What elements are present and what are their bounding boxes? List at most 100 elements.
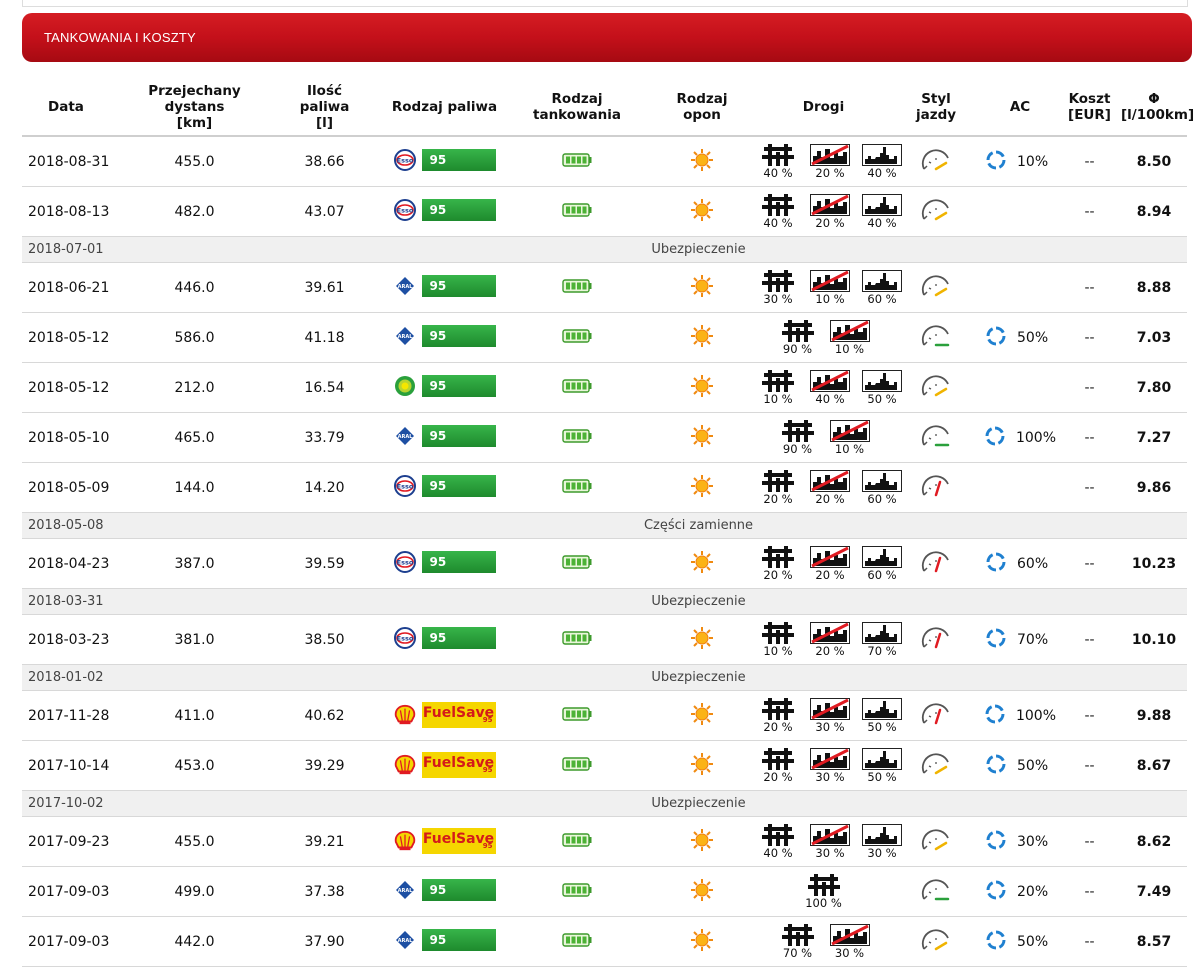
fuel-grade-badge: 95 bbox=[421, 148, 496, 171]
svg-text:ARAL: ARAL bbox=[397, 334, 413, 340]
highway-road-icon bbox=[762, 747, 794, 770]
cell-distance: 212.0 bbox=[122, 362, 267, 413]
cell-date: 2017-10-14 bbox=[22, 740, 122, 791]
table-row[interactable]: 2018-03-23 381.0 38.50 Esso 95 10 % 20 % 70 % 70… bbox=[22, 614, 1187, 665]
cell-tyre-type bbox=[647, 740, 757, 791]
road-city: 20 % bbox=[809, 621, 851, 658]
event-row[interactable]: 2017-10-02 Ubezpieczenie bbox=[22, 790, 1187, 817]
event-date: 2017-10-02 bbox=[22, 790, 122, 817]
road-percent: 30 % bbox=[815, 719, 845, 734]
cell-avg-consumption: 8.57 bbox=[1121, 916, 1187, 967]
ac-icon bbox=[985, 829, 1007, 855]
cell-tyre-type bbox=[647, 538, 757, 589]
cell-cost: -- bbox=[1058, 262, 1121, 313]
cell-driving-style bbox=[890, 312, 982, 363]
sun-icon bbox=[690, 928, 714, 956]
road-percent: 40 % bbox=[763, 845, 793, 860]
cell-ac bbox=[982, 262, 1058, 313]
road-percent: 50 % bbox=[867, 391, 897, 406]
city-road-icon bbox=[810, 697, 850, 720]
road-percent: 30 % bbox=[867, 845, 897, 860]
road-percent: 20 % bbox=[815, 491, 845, 506]
table-row[interactable]: 2017-09-03 499.0 37.38 ARAL 95 100 % 20% -- 7.49 bbox=[22, 866, 1187, 917]
cell-tyre-type bbox=[647, 916, 757, 967]
cell-distance: 144.0 bbox=[122, 462, 267, 513]
event-row[interactable]: 2018-07-01 Ubezpieczenie bbox=[22, 236, 1187, 263]
ac-value: 100% bbox=[1015, 707, 1057, 724]
cell-refuel-type bbox=[507, 614, 647, 665]
road-percent: 40 % bbox=[815, 391, 845, 406]
cell-roads: 20 % 20 % 60 % bbox=[757, 462, 902, 513]
cell-ac: 20% bbox=[982, 866, 1058, 917]
table-row[interactable]: 2018-05-12 212.0 16.54 95 10 % 40 % 50 % -- 7.80 bbox=[22, 362, 1187, 413]
gauge-red-icon bbox=[921, 474, 951, 501]
cell-date: 2017-11-28 bbox=[22, 690, 122, 741]
cell-avg-consumption: 7.27 bbox=[1121, 412, 1187, 463]
event-date: 2018-01-02 bbox=[22, 664, 122, 691]
ac-value: 20% bbox=[1017, 883, 1049, 900]
cell-driving-style bbox=[890, 362, 982, 413]
cell-fuel-amount: 41.18 bbox=[267, 312, 382, 363]
cell-fuel-type: FuelSave 95 bbox=[382, 740, 507, 791]
road-percent: 20 % bbox=[815, 567, 845, 582]
cell-tyre-type bbox=[647, 186, 757, 237]
table-row[interactable]: 2018-04-23 387.0 39.59 Esso 95 20 % 20 % 60 % 60… bbox=[22, 538, 1187, 589]
highway-road-icon bbox=[762, 269, 794, 292]
cell-avg-consumption: 8.62 bbox=[1121, 816, 1187, 867]
cell-refuel-type bbox=[507, 916, 647, 967]
table-row[interactable]: 2018-08-31 455.0 38.66 Esso 95 40 % 20 % 40 % 10… bbox=[22, 136, 1187, 187]
battery-full-icon bbox=[562, 932, 592, 951]
cell-date: 2017-09-23 bbox=[22, 816, 122, 867]
table-row[interactable]: 2017-11-28 411.0 40.62 FuelSave 95 20 % 30 % 50… bbox=[22, 690, 1187, 741]
gauge-green-icon bbox=[921, 324, 951, 351]
event-row[interactable]: 2018-05-08 Części zamienne bbox=[22, 512, 1187, 539]
table-row[interactable]: 2018-08-13 482.0 43.07 Esso 95 40 % 20 % 40 % --… bbox=[22, 186, 1187, 237]
aral-logo-icon: ARAL bbox=[394, 929, 416, 951]
city-road-icon bbox=[810, 369, 850, 392]
cell-ac: 10% bbox=[982, 136, 1058, 187]
gauge-yellow-icon bbox=[921, 274, 951, 301]
event-row[interactable]: 2018-03-31 Ubezpieczenie bbox=[22, 588, 1187, 615]
svg-text:Esso: Esso bbox=[396, 634, 413, 642]
esso-logo-icon: Esso bbox=[393, 148, 416, 171]
cell-tyre-type bbox=[647, 262, 757, 313]
cell-refuel-type bbox=[507, 362, 647, 413]
table-row[interactable]: 2018-05-09 144.0 14.20 Esso 95 20 % 20 % 60 % --… bbox=[22, 462, 1187, 513]
cell-cost: -- bbox=[1058, 690, 1121, 741]
ac-icon bbox=[984, 703, 1006, 729]
ac-icon bbox=[985, 325, 1007, 351]
shell-logo-icon bbox=[394, 830, 416, 852]
cell-tyre-type bbox=[647, 614, 757, 665]
section-title: TANKOWANIA I KOSZTY bbox=[44, 30, 196, 45]
event-row[interactable]: 2018-01-02 Ubezpieczenie bbox=[22, 664, 1187, 691]
table-row[interactable]: 2017-10-14 453.0 39.29 FuelSave 95 20 % 30 % 50… bbox=[22, 740, 1187, 791]
table-row[interactable]: 2018-05-12 586.0 41.18 ARAL 95 90 % 10 % 50% -- 7… bbox=[22, 312, 1187, 363]
cell-driving-style bbox=[890, 866, 982, 917]
road-percent: 40 % bbox=[867, 165, 897, 180]
table-row[interactable]: 2017-09-23 455.0 39.21 FuelSave 95 40 % 30 % 30… bbox=[22, 816, 1187, 867]
table-row[interactable]: 2018-06-21 446.0 39.61 ARAL 95 30 % 10 % 60 % --… bbox=[22, 262, 1187, 313]
fuel-grade-badge: 95 bbox=[421, 550, 496, 573]
gauge-yellow-icon bbox=[921, 148, 951, 175]
fuel-grade-badge: FuelSave 95 bbox=[421, 701, 496, 728]
cell-driving-style bbox=[890, 538, 982, 589]
cell-ac bbox=[982, 462, 1058, 513]
gauge-red-icon bbox=[921, 702, 951, 729]
bp-logo-icon bbox=[394, 375, 416, 397]
road-highway: 90 % bbox=[777, 419, 819, 456]
cell-fuel-type: Esso 95 bbox=[382, 538, 507, 589]
cell-date: 2018-08-31 bbox=[22, 136, 122, 187]
cell-refuel-type bbox=[507, 816, 647, 867]
cell-ac: 30% bbox=[982, 816, 1058, 867]
cell-distance: 453.0 bbox=[122, 740, 267, 791]
cell-ac: 50% bbox=[982, 740, 1058, 791]
sun-icon bbox=[690, 550, 714, 578]
road-highway: 20 % bbox=[757, 697, 799, 734]
table-row[interactable]: 2017-09-03 442.0 37.90 ARAL 95 70 % 30 % 50% -- 8… bbox=[22, 916, 1187, 967]
cell-refuel-type bbox=[507, 262, 647, 313]
table-row[interactable]: 2018-05-10 465.0 33.79 ARAL 95 90 % 10 % 100% --… bbox=[22, 412, 1187, 463]
aral-logo-icon: ARAL bbox=[394, 275, 416, 297]
road-city: 30 % bbox=[809, 823, 851, 860]
event-label: Części zamienne bbox=[507, 512, 890, 539]
road-highway: 20 % bbox=[757, 469, 799, 506]
